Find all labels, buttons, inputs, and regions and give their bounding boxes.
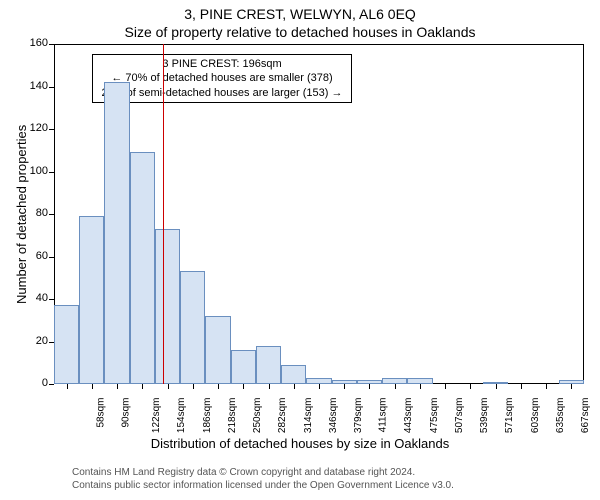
annotation-line: 28% of semi-detached houses are larger (… xyxy=(97,86,347,100)
x-tick-label: 250sqm xyxy=(252,398,263,434)
y-tick-label: 160 xyxy=(20,37,48,49)
y-tick-mark xyxy=(49,129,54,130)
y-tick-mark xyxy=(49,87,54,88)
y-tick-mark xyxy=(49,257,54,258)
x-tick-label: 186sqm xyxy=(202,398,213,434)
y-tick-mark xyxy=(49,384,54,385)
x-tick-label: 346sqm xyxy=(328,398,339,434)
annotation-line: ← 70% of detached houses are smaller (37… xyxy=(97,71,347,85)
x-tick-label: 90sqm xyxy=(120,398,131,428)
chart-container: 3, PINE CREST, WELWYN, AL6 0EQ Size of p… xyxy=(0,0,600,500)
y-tick-mark xyxy=(49,214,54,215)
y-tick-mark xyxy=(49,172,54,173)
x-tick-label: 507sqm xyxy=(454,398,465,434)
histogram-bar xyxy=(79,216,104,384)
x-tick-mark xyxy=(319,384,320,389)
x-tick-label: 635sqm xyxy=(555,398,566,434)
x-tick-label: 379sqm xyxy=(353,398,364,434)
histogram-bar xyxy=(256,346,281,384)
x-tick-label: 667sqm xyxy=(580,398,591,434)
x-tick-mark xyxy=(395,384,396,389)
x-tick-mark xyxy=(521,384,522,389)
histogram-bar xyxy=(205,316,230,384)
y-tick-label: 0 xyxy=(20,377,48,389)
footer-line: Contains public sector information licen… xyxy=(72,479,454,492)
x-tick-mark xyxy=(243,384,244,389)
y-tick-label: 80 xyxy=(20,207,48,219)
y-tick-label: 20 xyxy=(20,335,48,347)
chart-subtitle: Size of property relative to detached ho… xyxy=(0,22,600,40)
y-tick-mark xyxy=(49,299,54,300)
histogram-bar xyxy=(231,350,256,384)
histogram-bar xyxy=(281,365,306,384)
histogram-bar xyxy=(104,82,129,384)
x-tick-label: 282sqm xyxy=(277,398,288,434)
x-tick-mark xyxy=(168,384,169,389)
x-tick-mark xyxy=(117,384,118,389)
x-tick-label: 314sqm xyxy=(303,398,314,434)
histogram-bar xyxy=(180,271,205,384)
x-tick-mark xyxy=(344,384,345,389)
histogram-bar xyxy=(130,152,155,384)
y-tick-label: 120 xyxy=(20,122,48,134)
y-tick-label: 140 xyxy=(20,80,48,92)
x-tick-label: 571sqm xyxy=(505,398,516,434)
x-tick-label: 218sqm xyxy=(227,398,238,434)
y-tick-label: 100 xyxy=(20,165,48,177)
x-tick-mark xyxy=(470,384,471,389)
x-tick-mark xyxy=(67,384,68,389)
histogram-bar xyxy=(54,305,79,384)
x-tick-mark xyxy=(142,384,143,389)
x-tick-mark xyxy=(269,384,270,389)
x-tick-mark xyxy=(420,384,421,389)
x-tick-mark xyxy=(369,384,370,389)
x-tick-mark xyxy=(445,384,446,389)
x-tick-label: 154sqm xyxy=(176,398,187,434)
x-tick-mark xyxy=(496,384,497,389)
x-axis-label: Distribution of detached houses by size … xyxy=(0,436,600,451)
x-tick-mark xyxy=(294,384,295,389)
x-tick-mark xyxy=(193,384,194,389)
annotation-box: 3 PINE CREST: 196sqm← 70% of detached ho… xyxy=(92,54,352,103)
x-tick-mark xyxy=(571,384,572,389)
reference-line xyxy=(163,44,164,384)
x-tick-label: 603sqm xyxy=(530,398,541,434)
y-tick-label: 60 xyxy=(20,250,48,262)
x-tick-label: 539sqm xyxy=(479,398,490,434)
page-title: 3, PINE CREST, WELWYN, AL6 0EQ xyxy=(0,0,600,22)
annotation-line: 3 PINE CREST: 196sqm xyxy=(97,57,347,71)
x-tick-label: 58sqm xyxy=(95,398,106,428)
x-tick-mark xyxy=(92,384,93,389)
footer-credits: Contains HM Land Registry data © Crown c… xyxy=(72,466,454,492)
y-tick-label: 40 xyxy=(20,292,48,304)
x-tick-mark xyxy=(546,384,547,389)
x-tick-label: 475sqm xyxy=(429,398,440,434)
x-tick-label: 411sqm xyxy=(378,398,389,433)
footer-line: Contains HM Land Registry data © Crown c… xyxy=(72,466,454,479)
histogram-bar xyxy=(155,229,180,384)
x-tick-mark xyxy=(218,384,219,389)
y-tick-mark xyxy=(49,44,54,45)
x-tick-label: 443sqm xyxy=(404,398,415,434)
x-tick-label: 122sqm xyxy=(151,398,162,434)
